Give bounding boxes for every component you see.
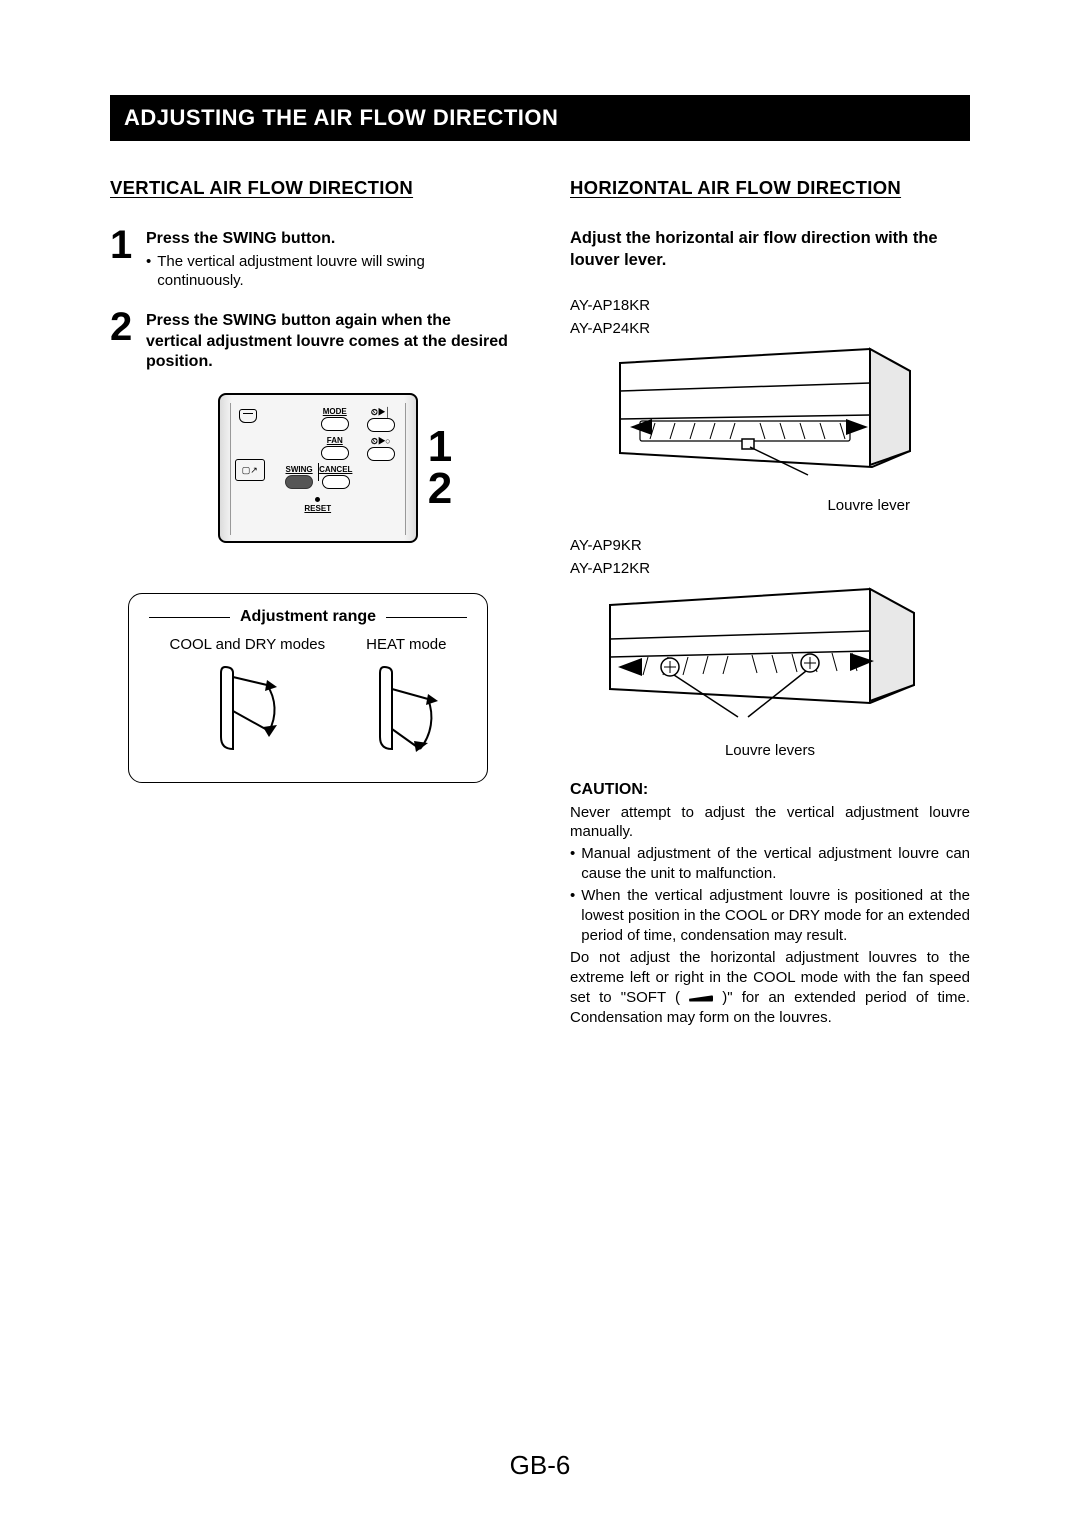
step-1-title: Press the SWING button. [146, 229, 510, 250]
bullet-icon: • [146, 252, 151, 291]
step-1: 1 Press the SWING button. • The vertical… [110, 227, 510, 291]
caution-p1: Never attempt to adjust the vertical adj… [570, 803, 970, 843]
reset-label: RESET [239, 504, 397, 513]
step-2: 2 Press the SWING button again when the … [110, 309, 510, 373]
right-column: HORIZONTAL AIR FLOW DIRECTION Adjust the… [570, 177, 970, 1030]
callout-1: 1 [428, 426, 452, 468]
horizontal-heading: HORIZONTAL AIR FLOW DIRECTION [570, 177, 970, 199]
range-col2-label: HEAT mode [366, 636, 446, 653]
unit1-model-2: AY-AP24KR [570, 319, 970, 339]
step-1-number: 1 [110, 227, 136, 291]
left-column: VERTICAL AIR FLOW DIRECTION 1 Press the … [110, 177, 510, 1030]
page-number: GB-6 [110, 1450, 970, 1481]
swing-button [285, 475, 313, 489]
mode-button [321, 417, 349, 431]
unit1-caption: Louvre lever [570, 497, 970, 514]
soft-speed-icon [689, 995, 713, 1002]
heat-louvre-icon [366, 659, 446, 754]
vertical-heading: VERTICAL AIR FLOW DIRECTION [110, 177, 510, 199]
step-2-title: Press the SWING button again when the ve… [146, 311, 510, 373]
range-title: Adjustment range [240, 608, 376, 626]
reset-dot [315, 497, 320, 502]
caution-li1: Manual adjustment of the vertical adjust… [581, 844, 970, 884]
range-col1-label: COOL and DRY modes [170, 636, 326, 653]
cancel-label: CANCEL [319, 465, 352, 474]
fan-label: FAN [327, 436, 343, 445]
mode-label: MODE [323, 407, 347, 416]
timer-off-button [367, 447, 395, 461]
unit1-figure [570, 343, 970, 493]
page-title-bar: ADJUSTING THE AIR FLOW DIRECTION [110, 95, 970, 141]
caution-li2: When the vertical adjustment louvre is p… [581, 886, 970, 946]
timer-on-button [367, 418, 395, 432]
caution-p2: Do not adjust the horizontal adjustment … [570, 948, 970, 1028]
display-icon [239, 409, 257, 423]
caution-heading: CAUTION: [570, 781, 970, 799]
horizontal-instruction: Adjust the horizontal air flow direction… [570, 227, 970, 272]
unit2-model-1: AY-AP9KR [570, 536, 970, 556]
swing-label: SWING [286, 465, 313, 474]
timer-on-label: ⏲▶│ [371, 407, 391, 418]
fan-button [321, 446, 349, 460]
unit2-model-2: AY-AP12KR [570, 559, 970, 579]
unit2-figure [570, 583, 970, 738]
remote-figure: MODE ⏲▶│ FAN [160, 393, 510, 543]
step-1-sub: The vertical adjustment louvre will swin… [157, 252, 510, 291]
adjustment-range-box: Adjustment range COOL and DRY modes [128, 593, 488, 783]
cool-dry-louvre-icon [207, 659, 287, 754]
timer-off-label: ⏲▶○ [371, 436, 391, 447]
unit1-model-1: AY-AP18KR [570, 296, 970, 316]
unit2-caption: Louvre levers [570, 742, 970, 759]
display-small: ▢↗ [235, 459, 265, 481]
bullet-icon: • [570, 886, 575, 946]
step-2-number: 2 [110, 309, 136, 373]
cancel-button [322, 475, 350, 489]
bullet-icon: • [570, 844, 575, 884]
callout-2: 2 [428, 468, 452, 510]
